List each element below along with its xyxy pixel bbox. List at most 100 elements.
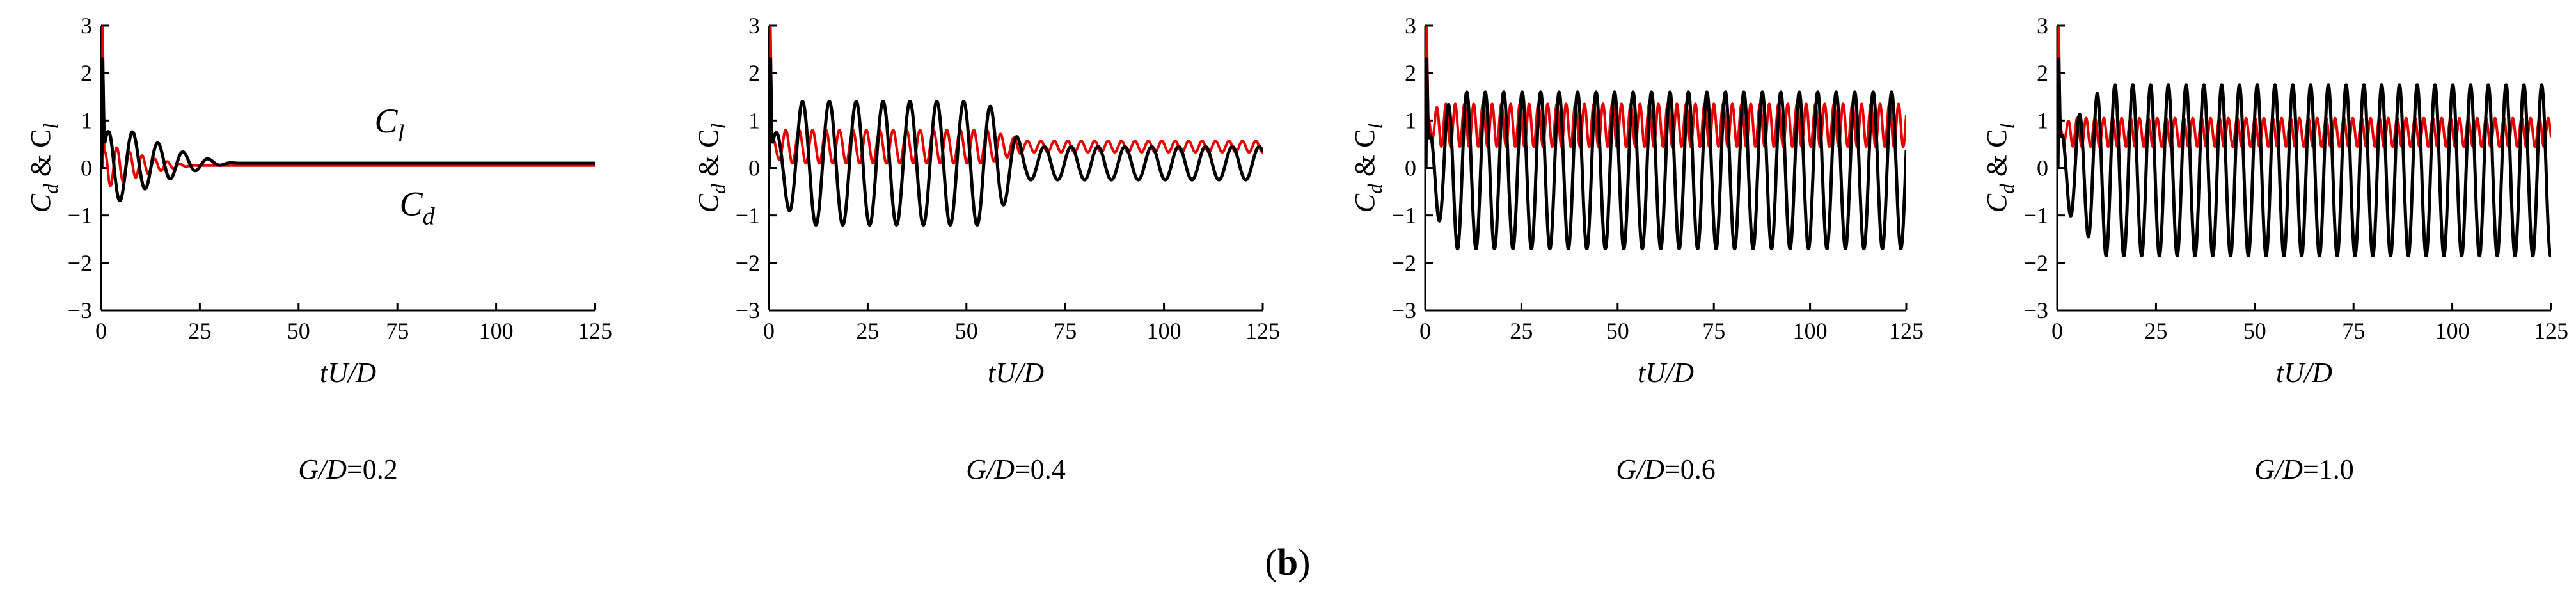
caption-variable: G/D xyxy=(966,454,1015,485)
figure-label: (b) xyxy=(1265,541,1311,583)
y-tick-label: −2 xyxy=(1392,250,1416,276)
series-line-cl xyxy=(101,57,595,203)
y-axis-title: Cd & Cl xyxy=(25,123,62,212)
x-tick-label: 25 xyxy=(2144,318,2167,344)
caption-variable: G/D xyxy=(298,454,347,485)
x-tick-label: 25 xyxy=(1510,318,1533,344)
y-axis-title: Cd & Cl xyxy=(693,123,730,212)
y-tick-label: 2 xyxy=(1405,60,1416,86)
x-tick-label: 75 xyxy=(386,318,409,344)
y-tick-label: 0 xyxy=(1405,155,1416,181)
x-tick-label: 125 xyxy=(2534,318,2568,344)
caption-value: =1.0 xyxy=(2303,454,2354,485)
caption-value: =0.2 xyxy=(347,454,398,485)
annotation-sub: l xyxy=(398,120,405,147)
caption-value: =0.6 xyxy=(1664,454,1716,485)
figure-label-close: ) xyxy=(1298,541,1310,583)
x-tick-label: 25 xyxy=(856,318,879,344)
x-tick-label: 100 xyxy=(479,318,514,344)
series-annotation: Cl xyxy=(375,102,405,147)
y-tick-label: −3 xyxy=(736,298,760,323)
y-tick-label: 1 xyxy=(748,108,760,133)
chart-panel: −3 −2 −1 0 1 2 3 0 25 50 75 100 125 tU/D Cd & Cl G/D=0.… xyxy=(693,13,1280,485)
y-tick-label: −3 xyxy=(1392,298,1416,323)
x-tick-label: 50 xyxy=(955,318,978,344)
y-tick-label: 2 xyxy=(2037,60,2048,86)
y-axis-title-part: & C xyxy=(693,129,724,184)
x-axis-title: tU/D xyxy=(320,357,376,388)
chart-panel: −3 −2 −1 0 1 2 3 0 25 50 75 100 125 tU/D Cd & Cl G/D=0.… xyxy=(1349,13,1924,485)
x-tick-label: 125 xyxy=(1245,318,1280,344)
y-axis-title-sub: d xyxy=(1995,183,2018,194)
y-tick-label: 0 xyxy=(748,155,760,181)
series-line-cl xyxy=(769,57,1263,227)
y-axis-title-sub: l xyxy=(1995,123,2018,129)
y-tick-label: 3 xyxy=(1405,13,1416,38)
panel-caption: G/D=1.0 xyxy=(2254,454,2354,485)
figure-label-letter: b xyxy=(1277,541,1298,583)
y-tick-label: 0 xyxy=(2037,155,2048,181)
y-axis-title-part: C xyxy=(25,193,56,212)
chart-panel: −3 −2 −1 0 1 2 3 0 25 50 75 100 125 tU/D Cd & Cl G/D=1.… xyxy=(1981,13,2568,485)
y-axis-title: Cd & Cl xyxy=(1981,123,2018,212)
y-tick-label: −1 xyxy=(736,203,760,228)
y-tick-label: −3 xyxy=(2024,298,2048,323)
panel-caption: G/D=0.6 xyxy=(1616,454,1716,485)
annotation-main: C xyxy=(375,102,399,140)
panel-caption: G/D=0.4 xyxy=(966,454,1066,485)
y-tick-label: −1 xyxy=(1392,203,1416,228)
y-tick-label: 1 xyxy=(1405,108,1416,133)
series-line-cd xyxy=(769,26,1263,168)
x-tick-label: 100 xyxy=(2435,318,2470,344)
y-tick-label: 2 xyxy=(81,60,92,86)
annotation-main: C xyxy=(400,185,423,223)
panel-caption: G/D=0.2 xyxy=(298,454,398,485)
y-axis-title-part: C xyxy=(1981,193,2012,212)
caption-variable: G/D xyxy=(1616,454,1664,485)
caption-value: =0.4 xyxy=(1015,454,1066,485)
series-annotation: Cd xyxy=(400,185,436,230)
y-axis-title-part: & C xyxy=(1981,129,2012,184)
x-tick-label: 125 xyxy=(578,318,612,344)
y-axis-title-sub: l xyxy=(707,123,730,129)
x-tick-label: 0 xyxy=(1419,318,1431,344)
x-axis-title: tU/D xyxy=(2276,357,2332,388)
y-axis-title-part: & C xyxy=(25,129,56,184)
y-axis-title: Cd & Cl xyxy=(1349,123,1386,212)
x-tick-label: 25 xyxy=(188,318,211,344)
x-axis-title: tU/D xyxy=(1638,357,1694,388)
y-tick-label: −1 xyxy=(68,203,92,228)
y-axis-title-part: C xyxy=(693,193,724,212)
x-tick-label: 0 xyxy=(2051,318,2063,344)
x-tick-label: 50 xyxy=(287,318,310,344)
series-line-cl xyxy=(1425,57,1906,251)
x-tick-label: 100 xyxy=(1793,318,1828,344)
x-tick-label: 75 xyxy=(1702,318,1725,344)
series-line-cd xyxy=(101,26,595,187)
x-tick-label: 75 xyxy=(2342,318,2365,344)
y-tick-label: 0 xyxy=(81,155,92,181)
x-tick-label: 0 xyxy=(95,318,107,344)
x-tick-label: 50 xyxy=(2243,318,2266,344)
x-axis-title: tU/D xyxy=(988,357,1044,388)
y-tick-label: −2 xyxy=(2024,250,2048,276)
x-tick-label: 0 xyxy=(763,318,775,344)
y-axis-title-sub: l xyxy=(1363,123,1386,129)
caption-variable: G/D xyxy=(2254,454,2303,485)
y-axis-title-sub: d xyxy=(707,183,730,194)
y-tick-label: −2 xyxy=(68,250,92,276)
y-tick-label: 2 xyxy=(748,60,760,86)
y-axis-title-part: C xyxy=(1349,193,1380,212)
y-tick-label: 3 xyxy=(748,13,760,38)
y-tick-label: −2 xyxy=(736,250,760,276)
x-tick-label: 100 xyxy=(1147,318,1181,344)
y-axis-title-sub: d xyxy=(39,183,62,194)
y-tick-label: 1 xyxy=(2037,108,2048,133)
y-axis-title-part: & C xyxy=(1349,129,1380,184)
y-axis-title-sub: l xyxy=(39,123,62,129)
y-tick-label: 3 xyxy=(2037,13,2048,38)
x-tick-label: 125 xyxy=(1889,318,1924,344)
